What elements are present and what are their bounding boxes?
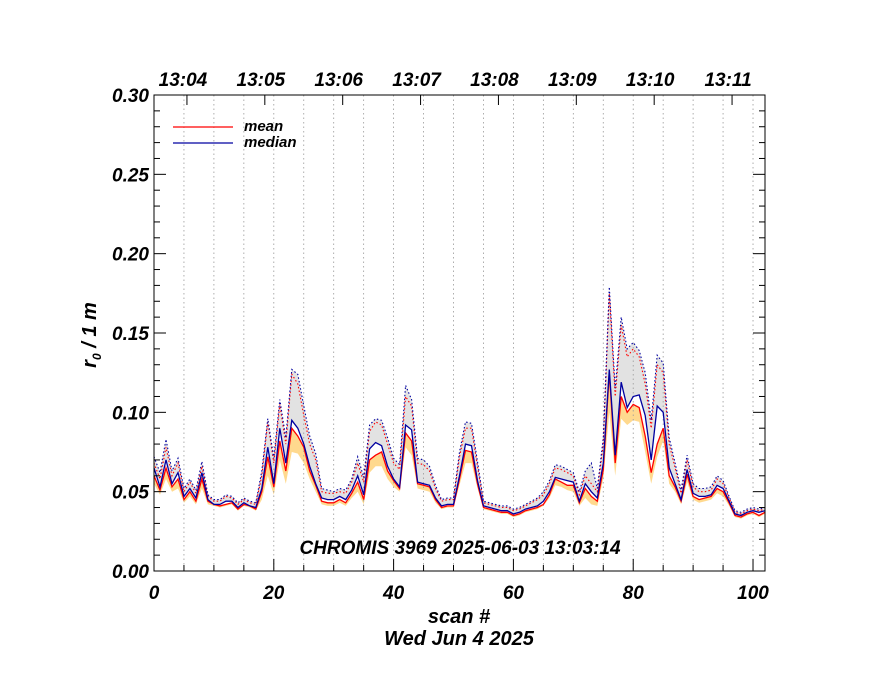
tick-labels: 13:04 13:05 13:06 13:07 13:08 13:09 13:10 13:11… xyxy=(112,70,769,604)
mean-line xyxy=(153,372,766,518)
x-tick-label: 80 xyxy=(623,583,645,604)
legend: mean median xyxy=(173,118,297,151)
x-tick-label: 60 xyxy=(503,583,525,604)
top-time-label: 13:09 xyxy=(548,70,597,91)
y-axis-label-main: r xyxy=(79,359,101,368)
series-lines xyxy=(153,286,766,518)
x-axis-date-label: Wed Jun 4 2025 xyxy=(384,628,535,650)
vertical-gridlines xyxy=(183,95,754,571)
y-axis-label-rest: / 1 m xyxy=(79,302,101,353)
top-time-label: 13:04 xyxy=(159,70,208,91)
x-axis-label: scan # xyxy=(428,606,491,628)
x-tick-label: 40 xyxy=(382,583,405,604)
x-tick-label: 20 xyxy=(262,583,285,604)
chart-annotation: CHROMIS 3969 2025-06-03 13:03:14 xyxy=(299,538,621,559)
y-tick-label: 0.20 xyxy=(112,245,149,266)
y-axis-label: r0 / 1 m xyxy=(79,302,104,368)
y-tick-label: 0.00 xyxy=(112,562,149,583)
top-time-label: 13:07 xyxy=(392,70,442,91)
y-tick-label: 0.05 xyxy=(112,483,149,504)
legend-mean-label: mean xyxy=(244,118,283,135)
y-axis-label-sub: 0 xyxy=(90,353,104,360)
x-tick-label: 0 xyxy=(149,583,160,604)
axis-ticks xyxy=(153,94,765,572)
y-tick-label: 0.30 xyxy=(112,86,149,107)
top-time-label: 13:08 xyxy=(470,70,519,91)
y-tick-label: 0.15 xyxy=(112,324,149,345)
top-time-label: 13:10 xyxy=(626,70,675,91)
median-line xyxy=(153,369,766,517)
x-tick-label: 100 xyxy=(737,583,769,604)
y-tick-label: 0.10 xyxy=(112,403,149,424)
mean-spread-band xyxy=(154,372,765,519)
y-tick-label: 0.25 xyxy=(112,165,149,186)
legend-median-label: median xyxy=(244,134,297,151)
top-time-label: 13:05 xyxy=(237,70,286,91)
top-time-label: 13:06 xyxy=(314,70,363,91)
top-time-label: 13:11 xyxy=(704,70,751,91)
